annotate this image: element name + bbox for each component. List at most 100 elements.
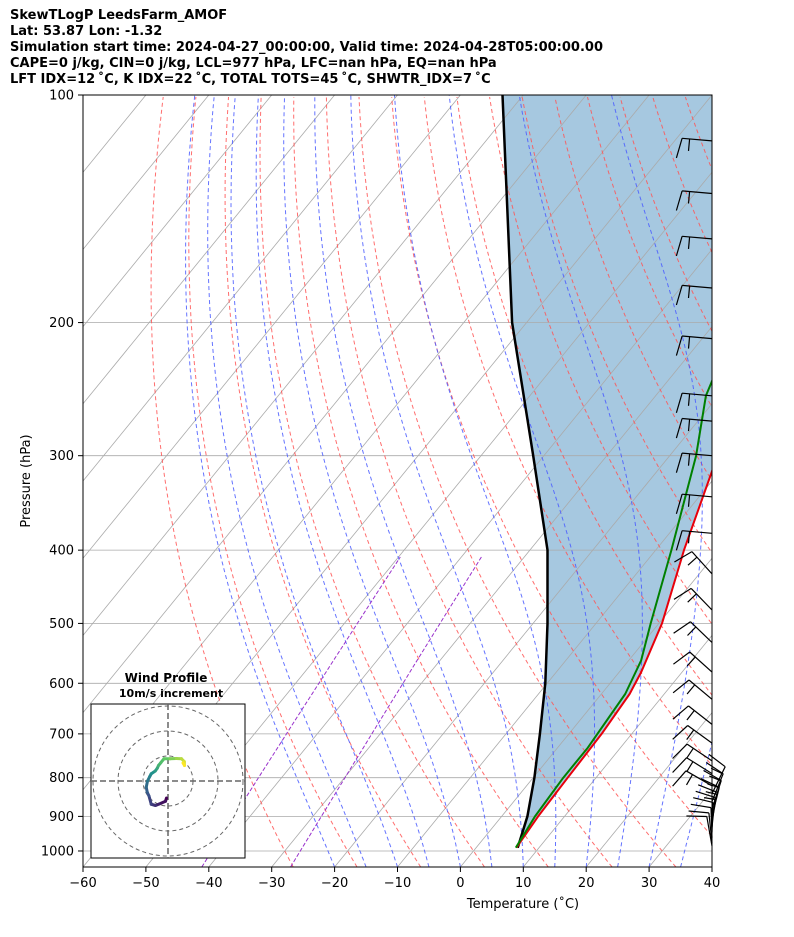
wind-barb-flag: [690, 803, 712, 809]
wind-barb: [672, 770, 713, 787]
wind-barb-staff: [682, 284, 713, 289]
wind-barb-staff: [711, 780, 722, 810]
isotherm-gridline: [711, 866, 712, 867]
wind-barb-flag: [675, 335, 683, 356]
wind-barb-flag: [675, 530, 683, 551]
moist-adiabat-line: [207, 95, 367, 867]
wind-barb-staff: [711, 766, 726, 794]
dewpoint-profile-line: [514, 378, 712, 849]
wind-barb-flag: [675, 138, 683, 159]
x-tick-label: 40: [704, 876, 721, 891]
wind-barb-flag: [697, 784, 718, 793]
wind-barb-flag: [705, 761, 724, 775]
hodograph-subtitle: 10m/s increment: [119, 687, 223, 700]
time-line: Simulation start time: 2024-04-27_00:00:…: [10, 40, 603, 55]
wind-barb-flag: [674, 551, 693, 563]
wind-barb-staff: [682, 137, 713, 142]
dry-adiabat-line: [259, 96, 485, 867]
y-tick-label: 900: [49, 810, 74, 825]
dry-adiabat-line: [751, 97, 794, 867]
wind-barb: [672, 757, 713, 775]
x-tick-label: −20: [321, 876, 348, 891]
wind-barb: [675, 235, 713, 257]
index-line: LFT IDX=12 ˚C, K IDX=22 ˚C, TOTAL TOTS=4…: [10, 72, 491, 87]
dry-adiabat-line: [456, 96, 712, 696]
x-tick-label: 10: [515, 876, 532, 891]
moist-adiabat-line: [230, 95, 398, 867]
dry-adiabat-line: [718, 97, 794, 867]
wind-barb-flag: [687, 336, 691, 349]
x-tick-label: −10: [384, 876, 411, 891]
wind-barb-flag: [686, 684, 696, 695]
chart-header: SkewTLogP LeedsFarm_AMOF Lat: 53.87 Lon:…: [10, 8, 603, 88]
hodograph-title: Wind Profile: [125, 671, 208, 685]
wind-barb: [675, 452, 713, 473]
moist-adiabat-line: [350, 95, 524, 867]
wind-barb-flag: [687, 494, 691, 507]
wind-barb-staff: [688, 705, 713, 725]
wind-barb-staff: [687, 725, 713, 744]
wind-barb-staff: [685, 770, 713, 787]
y-tick-label: 400: [49, 544, 74, 559]
hodograph-segment: [181, 761, 186, 767]
wind-barb-flag: [700, 778, 720, 788]
x-axis-label: Temperature (˚C): [466, 896, 579, 912]
x-tick-label: −30: [258, 876, 285, 891]
x-tick-label: −40: [195, 876, 222, 891]
wind-barb-flag: [686, 761, 694, 773]
wind-barb-flag: [688, 810, 709, 814]
wind-barb-flag: [673, 651, 691, 665]
y-tick-label: 700: [49, 727, 74, 742]
moist-adiabat-line: [185, 95, 336, 867]
wind-barb-flag: [687, 419, 691, 432]
dry-adiabat-line: [521, 96, 712, 554]
isotherm-gridline: [522, 634, 712, 867]
mixing-ratio-line: [290, 556, 482, 867]
wind-barb-staff: [706, 816, 713, 847]
wind-barb-staff: [682, 530, 713, 534]
wind-barb: [673, 587, 713, 611]
wind-barb: [674, 551, 713, 575]
wind-barb: [686, 815, 713, 847]
wind-barb-flag: [686, 656, 696, 667]
wind-barb: [688, 810, 713, 843]
isotherm-gridline: [271, 325, 712, 867]
wind-barb-flag: [675, 190, 683, 211]
wind-barb-flag: [687, 138, 691, 151]
temperature-profile-line: [515, 468, 712, 849]
dry-adiabat-line: [293, 96, 549, 867]
dry-adiabat-line: [652, 96, 712, 254]
wind-barb-flag: [687, 626, 697, 636]
wind-barb-flag: [710, 767, 723, 775]
wind-barb-flag: [672, 757, 688, 773]
wind-barb-flag: [675, 236, 683, 257]
wind-barb-flag: [675, 452, 683, 473]
wind-barb-staff: [708, 812, 713, 843]
dry-adiabat-line: [358, 96, 677, 867]
chart-title: SkewTLogP LeedsFarm_AMOF: [10, 8, 228, 23]
isotherm-gridline: [334, 403, 712, 867]
wind-barb-flag: [703, 797, 717, 801]
wind-barb-staff: [691, 551, 713, 575]
x-tick-label: −50: [132, 876, 159, 891]
moist-adiabat-line: [394, 95, 557, 867]
isotherm-gridline: [83, 95, 273, 328]
wind-barb-staff: [689, 621, 713, 643]
parcel-profile-line: [501, 95, 549, 849]
wind-barb-flag: [675, 494, 683, 514]
parcel-area-fill: [502, 95, 712, 848]
wind-barb-flag: [686, 710, 695, 721]
wind-barb-staff: [686, 757, 713, 775]
y-tick-label: 200: [49, 316, 74, 331]
isotherm-gridline: [83, 95, 461, 559]
isotherm-gridline: [83, 95, 587, 714]
stability-line: CAPE=0 j/kg, CIN=0 j/kg, LCL=977 hPa, LF…: [10, 56, 497, 71]
wind-barb: [672, 705, 713, 725]
isotherm-gridline: [83, 95, 335, 405]
wind-barb-flag: [687, 453, 691, 466]
wind-barb-flag: [693, 797, 714, 803]
wind-barb: [675, 335, 713, 356]
y-tick-label: 600: [49, 677, 74, 692]
location-line: Lat: 53.87 Lon: -1.32: [10, 24, 163, 39]
